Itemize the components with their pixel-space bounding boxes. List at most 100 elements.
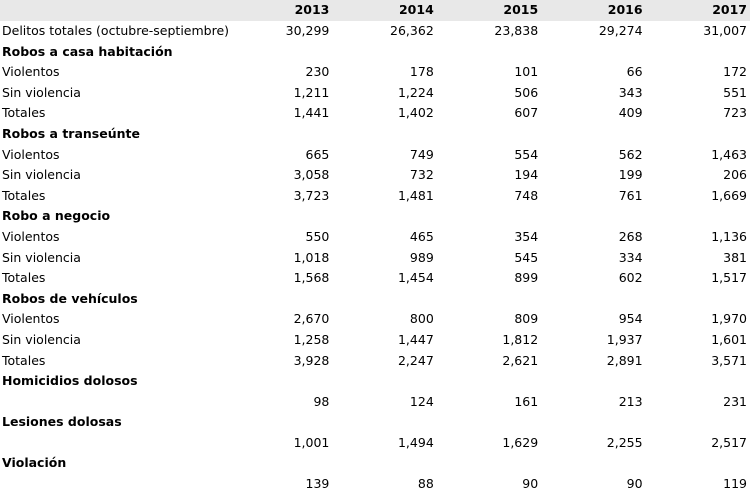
value-cell-2013: 30,299 bbox=[285, 23, 330, 38]
value-cell-2014: 1,224 bbox=[397, 84, 434, 100]
value-cell-2017: 723 bbox=[723, 105, 747, 121]
value-cell-2017: 551 bbox=[723, 84, 747, 100]
value-cell-2017: 119 bbox=[723, 476, 747, 492]
table-row: Totales 1,568 1,454 899 602 1,517 bbox=[0, 268, 750, 289]
value-cell-2016: 409 bbox=[618, 105, 643, 121]
section-title: Lesiones dolosas bbox=[2, 414, 122, 430]
value-cell-2015: 1,812 bbox=[502, 331, 539, 347]
value-cell-2015: 194 bbox=[514, 167, 539, 183]
value-cell-2014: 88 bbox=[417, 476, 434, 492]
table-row: Sin violencia 3,058 732 194 199 206 bbox=[0, 165, 750, 186]
value-cell-2014: 2,247 bbox=[397, 352, 434, 368]
value-cell-2016: 2,891 bbox=[606, 352, 643, 368]
value-cell-2016: 1,937 bbox=[606, 331, 643, 347]
section-header-row: Robos a casa habitación bbox=[0, 42, 750, 63]
row-label: Totales bbox=[2, 270, 46, 286]
table-row: Violentos 230 178 101 66 172 bbox=[0, 62, 750, 83]
value-cell-2016: 602 bbox=[618, 270, 643, 286]
table-row: Violentos 550 465 354 268 1,136 bbox=[0, 227, 750, 248]
value-cell-2017: 3,571 bbox=[711, 352, 747, 368]
value-cell-2015: 554 bbox=[514, 146, 539, 162]
section-title: Robos de vehículos bbox=[2, 290, 138, 306]
year-header-2017: 2017 bbox=[645, 0, 750, 21]
value-cell-2014: 732 bbox=[409, 167, 434, 183]
value-cell-2017: 1,136 bbox=[711, 228, 747, 244]
value-cell-2016: 334 bbox=[618, 249, 643, 265]
year-header-2014: 2014 bbox=[332, 0, 437, 21]
row-label: Totales bbox=[2, 187, 46, 203]
row-label: Totales bbox=[2, 352, 46, 368]
value-cell-2015: 23,838 bbox=[494, 23, 539, 38]
table-row: Totales 3,723 1,481 748 761 1,669 bbox=[0, 186, 750, 207]
value-cell-2016: 2,255 bbox=[606, 434, 643, 450]
value-cell-2017: 172 bbox=[723, 64, 747, 80]
value-cell-2015: 506 bbox=[514, 84, 539, 100]
value-cell-2017: 1,970 bbox=[711, 311, 747, 327]
value-cell-2013: 550 bbox=[305, 228, 330, 244]
value-cell-2015: 748 bbox=[514, 187, 539, 203]
table-body: Delitos totales (octubre-septiembre) 30,2… bbox=[0, 21, 750, 495]
value-cell-2014: 465 bbox=[409, 228, 434, 244]
value-cell-2014: 1,494 bbox=[397, 434, 434, 450]
row-label: Violentos bbox=[2, 146, 60, 162]
value-cell-2014: 1,402 bbox=[397, 105, 434, 121]
value-cell-2015: 545 bbox=[514, 249, 539, 265]
value-cell-2014: 749 bbox=[409, 146, 434, 162]
value-cell-2016: 29,274 bbox=[598, 23, 643, 38]
value-cell-2013: 1,441 bbox=[293, 105, 330, 121]
row-label: Violentos bbox=[2, 311, 60, 327]
value-cell-2017: 1,463 bbox=[711, 146, 747, 162]
section-title: Homicidios dolosos bbox=[2, 373, 138, 389]
value-cell-2016: 90 bbox=[626, 476, 643, 492]
table-row: Delitos totales (octubre-septiembre) 30,2… bbox=[0, 21, 750, 42]
value-cell-2014: 124 bbox=[409, 393, 434, 409]
year-header-2013: 2013 bbox=[228, 0, 333, 21]
table-header: 2013 2014 2015 2016 2017 bbox=[0, 0, 750, 21]
row-label: Sin violencia bbox=[2, 331, 81, 347]
value-cell-2015: 2,621 bbox=[502, 352, 539, 368]
value-cell-2013: 1,001 bbox=[293, 434, 330, 450]
value-cell-2014: 989 bbox=[409, 249, 434, 265]
row-label: Violentos bbox=[2, 228, 60, 244]
value-cell-2013: 3,723 bbox=[293, 187, 330, 203]
row-label bbox=[0, 474, 228, 495]
value-cell-2013: 2,670 bbox=[293, 311, 330, 327]
year-header-2015: 2015 bbox=[436, 0, 542, 21]
table-row: 98 124 161 213 231 bbox=[0, 392, 750, 413]
value-cell-2016: 343 bbox=[618, 84, 643, 100]
row-label bbox=[0, 433, 228, 454]
value-cell-2017: 206 bbox=[723, 167, 747, 183]
value-cell-2013: 665 bbox=[305, 146, 330, 162]
section-header-row: Robos a transeúnte bbox=[0, 124, 750, 145]
value-cell-2013: 139 bbox=[305, 476, 330, 492]
table-row: Totales 3,928 2,247 2,621 2,891 3,571 bbox=[0, 351, 750, 372]
value-cell-2017: 1,517 bbox=[711, 270, 747, 286]
value-cell-2013: 3,058 bbox=[293, 167, 330, 183]
value-cell-2015: 607 bbox=[514, 105, 539, 121]
value-cell-2014: 1,454 bbox=[397, 270, 434, 286]
row-label bbox=[0, 392, 228, 413]
value-cell-2014: 26,362 bbox=[390, 23, 434, 38]
value-cell-2017: 1,601 bbox=[711, 331, 747, 347]
header-blank-cell bbox=[0, 0, 228, 21]
section-title: Violación bbox=[2, 455, 67, 471]
value-cell-2014: 1,447 bbox=[397, 331, 434, 347]
row-label: Violentos bbox=[2, 64, 60, 80]
section-title: Robos a transeúnte bbox=[2, 125, 140, 141]
value-cell-2014: 800 bbox=[409, 311, 434, 327]
value-cell-2015: 101 bbox=[514, 64, 539, 80]
value-cell-2013: 1,018 bbox=[293, 249, 330, 265]
value-cell-2013: 1,568 bbox=[293, 270, 330, 286]
section-title: Robos a casa habitación bbox=[2, 43, 173, 59]
value-cell-2013: 98 bbox=[313, 393, 330, 409]
row-label: Sin violencia bbox=[2, 167, 81, 183]
row-label: Sin violencia bbox=[2, 249, 81, 265]
section-header-row: Lesiones dolosas bbox=[0, 412, 750, 433]
value-cell-2017: 231 bbox=[723, 393, 747, 409]
value-cell-2016: 954 bbox=[618, 311, 643, 327]
section-header-row: Robo a negocio bbox=[0, 206, 750, 227]
table-row: Sin violencia 1,018 989 545 334 381 bbox=[0, 248, 750, 269]
row-label: Delitos totales (octubre-septiembre) bbox=[2, 23, 228, 38]
row-label: Totales bbox=[2, 105, 46, 121]
